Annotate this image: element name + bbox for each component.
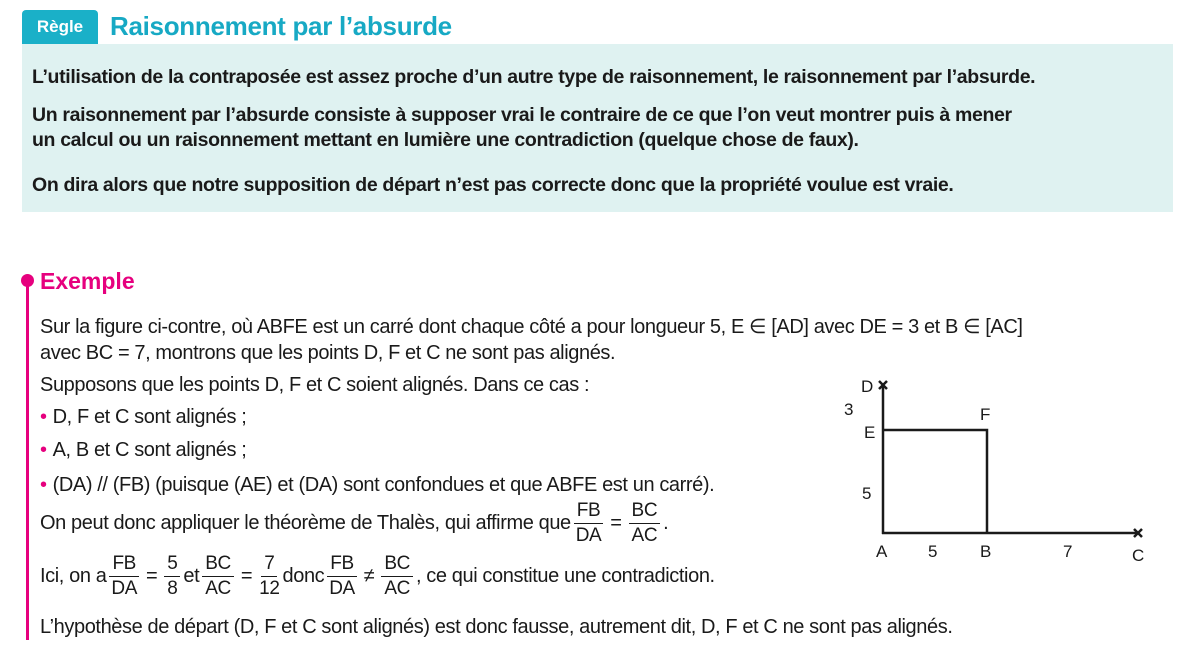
example-line: avec BC = 7, montrons que les points D, … (40, 342, 616, 364)
bullet-icon: • (40, 474, 47, 496)
label-ab-length: 5 (928, 542, 937, 561)
donc-text: donc (282, 565, 325, 587)
label-de-length: 3 (844, 400, 853, 419)
example-line: Supposons que les points D, F et C soien… (40, 374, 590, 396)
equals-sign: = (610, 512, 622, 534)
not-equal-sign: ≠ (363, 565, 375, 587)
contradiction-text: , ce qui constitue une contradiction. (415, 565, 715, 587)
label-f: F (980, 405, 990, 424)
example-dot (21, 274, 34, 287)
label-d: D (861, 377, 873, 396)
rule-title: Raisonnement par l’absurde (110, 11, 452, 41)
thales-text: On peut donc appliquer le théorème de Th… (40, 512, 571, 534)
bullet-item: • A, B et C sont alignés ; (40, 439, 247, 462)
label-c: C (1132, 546, 1144, 565)
label-ae-length: 5 (862, 484, 871, 503)
rule-line: L’utilisation de la contraposée est asse… (32, 66, 1036, 88)
equals-sign: = (240, 565, 253, 587)
rule-line: un calcul ou un raisonnement mettant en … (32, 129, 859, 151)
bullet-text: A, B et C sont alignés ; (52, 439, 247, 461)
bullet-icon: • (40, 406, 47, 428)
fraction-fb-da: FB DA (109, 553, 139, 599)
example-bar (26, 282, 29, 640)
conclusion-line: L’hypothèse de départ (D, F et C sont al… (40, 616, 953, 638)
rule-line: Un raisonnement par l’absurde consiste à… (32, 104, 1012, 126)
fraction-fb-da: FB DA (573, 500, 604, 546)
label-b: B (980, 542, 991, 561)
period: . (663, 512, 669, 534)
square-efb (883, 428, 989, 533)
thales-line: On peut donc appliquer le théorème de Th… (40, 500, 669, 547)
point-c-cross (1133, 528, 1143, 538)
equals-sign: = (145, 565, 158, 587)
fraction-bc-ac: BC AC (202, 553, 234, 600)
bullet-text: (DA) // (FB) (puisque (AE) et (DA) sont … (52, 474, 715, 496)
example-line: Sur la figure ci-contre, où ABFE est un … (40, 316, 1023, 338)
rule-tag: Règle (22, 10, 98, 44)
fraction-7-12: 7 12 (259, 553, 280, 599)
label-a: A (876, 542, 888, 561)
rule-line: On dira alors que notre supposition de d… (32, 174, 954, 196)
label-e: E (864, 423, 875, 442)
ici-text: Ici, on a (40, 565, 107, 587)
fraction-bc-ac: BC AC (381, 553, 413, 600)
bullet-item: • D, F et C sont alignés ; (40, 406, 247, 429)
example-title: Exemple (40, 268, 135, 294)
fraction-fb-da: FB DA (327, 553, 357, 599)
bullet-item: • (DA) // (FB) (puisque (AE) et (DA) sont… (40, 474, 715, 497)
et-text: et (183, 565, 200, 587)
bullet-text: D, F et C sont alignés ; (52, 406, 247, 428)
point-d-cross (878, 380, 888, 390)
label-bc-length: 7 (1063, 542, 1072, 561)
fraction-bc-ac: BC AC (628, 500, 661, 547)
rule-box: L’utilisation de la contraposée est asse… (22, 44, 1173, 212)
bullet-icon: • (40, 439, 47, 461)
